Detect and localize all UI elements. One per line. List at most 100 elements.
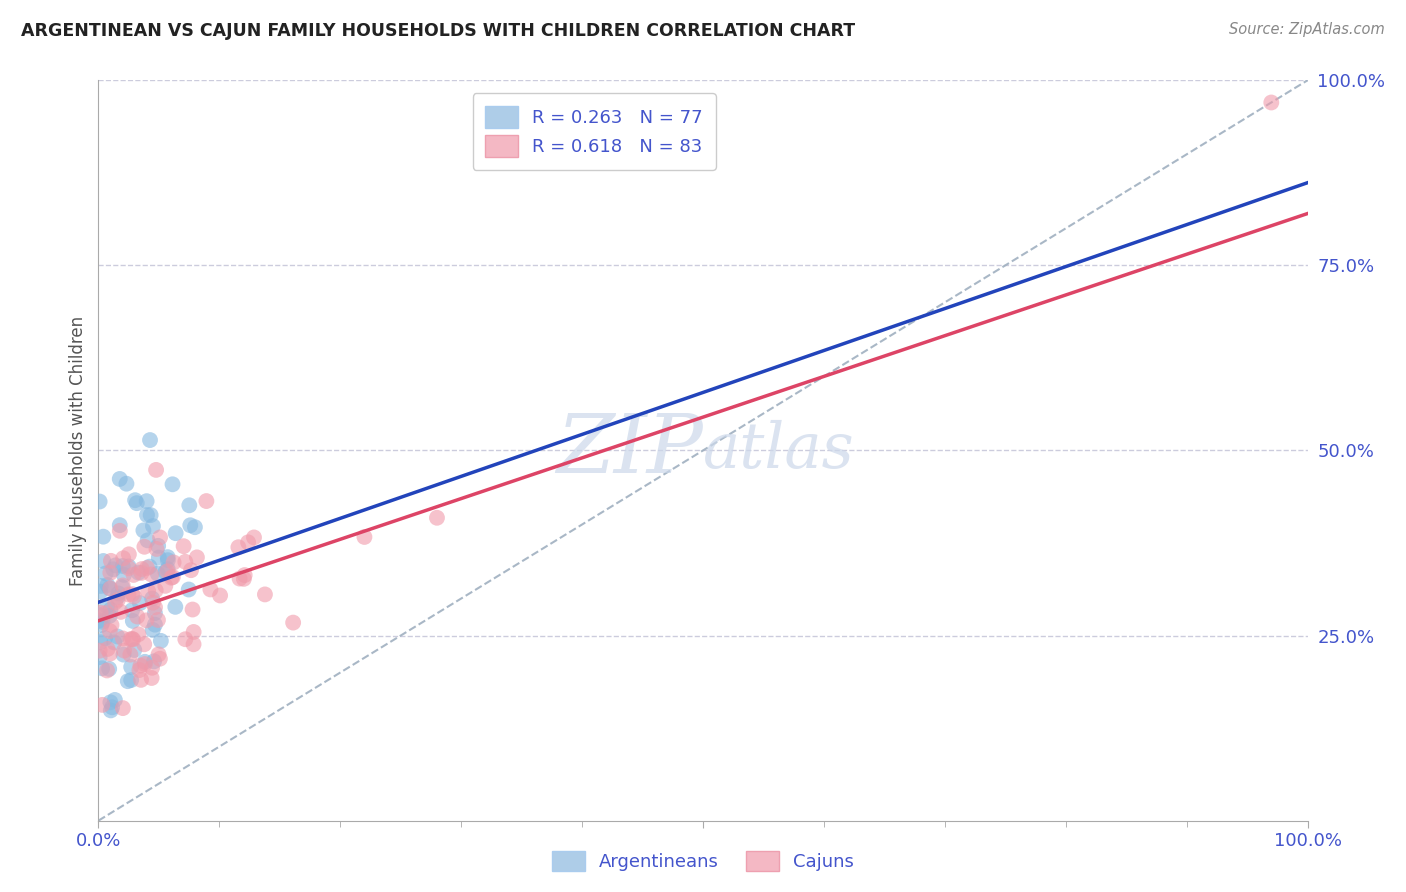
Point bbox=[135, 494, 157, 508]
Point bbox=[129, 596, 152, 610]
Point bbox=[181, 602, 204, 616]
Point bbox=[98, 566, 121, 580]
Point bbox=[91, 698, 114, 712]
Point bbox=[243, 531, 266, 545]
Point bbox=[122, 568, 145, 582]
Point bbox=[233, 568, 256, 582]
Point bbox=[155, 565, 177, 579]
Point bbox=[111, 701, 134, 715]
Point bbox=[98, 582, 121, 596]
Point bbox=[228, 540, 250, 554]
Point bbox=[134, 540, 156, 554]
Point bbox=[100, 554, 122, 568]
Point bbox=[145, 541, 167, 556]
Point bbox=[110, 605, 132, 619]
Legend: R = 0.263   N = 77, R = 0.618   N = 83: R = 0.263 N = 77, R = 0.618 N = 83 bbox=[472, 93, 716, 169]
Point bbox=[94, 606, 117, 620]
Point bbox=[107, 590, 129, 604]
Point bbox=[148, 648, 170, 662]
Point bbox=[149, 530, 172, 544]
Point bbox=[141, 671, 163, 685]
Point bbox=[156, 562, 179, 576]
Point bbox=[91, 615, 114, 629]
Point bbox=[98, 647, 121, 661]
Point bbox=[94, 566, 117, 581]
Point bbox=[111, 559, 134, 574]
Point bbox=[104, 595, 127, 609]
Point bbox=[120, 632, 142, 647]
Point bbox=[200, 582, 222, 597]
Point bbox=[115, 476, 138, 491]
Point bbox=[117, 561, 139, 575]
Point bbox=[179, 498, 201, 512]
Point bbox=[100, 618, 122, 632]
Point bbox=[112, 551, 135, 566]
Point bbox=[253, 587, 276, 601]
Point bbox=[174, 632, 197, 647]
Point bbox=[122, 590, 145, 604]
Point bbox=[108, 518, 131, 533]
Point bbox=[90, 579, 112, 593]
Text: atlas: atlas bbox=[703, 419, 855, 482]
Y-axis label: Family Households with Children: Family Households with Children bbox=[69, 316, 87, 585]
Point bbox=[118, 547, 141, 561]
Point bbox=[141, 661, 163, 675]
Point bbox=[141, 567, 163, 582]
Point bbox=[146, 613, 169, 627]
Point bbox=[91, 530, 114, 544]
Point bbox=[120, 660, 142, 674]
Point bbox=[120, 648, 142, 662]
Point bbox=[165, 526, 187, 541]
Point bbox=[89, 494, 111, 508]
Point bbox=[122, 632, 145, 647]
Point bbox=[173, 539, 195, 553]
Point bbox=[94, 631, 117, 645]
Point bbox=[232, 572, 254, 586]
Point bbox=[91, 554, 114, 568]
Point bbox=[100, 703, 122, 717]
Point bbox=[177, 582, 200, 597]
Point bbox=[108, 524, 131, 538]
Point bbox=[129, 658, 152, 673]
Point bbox=[98, 662, 121, 676]
Point bbox=[195, 494, 218, 508]
Point bbox=[162, 477, 184, 491]
Point bbox=[117, 587, 139, 601]
Point bbox=[112, 643, 135, 657]
Point bbox=[101, 700, 124, 714]
Point bbox=[141, 591, 163, 606]
Point bbox=[121, 632, 143, 646]
Point bbox=[127, 566, 149, 580]
Point bbox=[105, 630, 128, 644]
Point bbox=[104, 558, 127, 573]
Point bbox=[96, 664, 118, 678]
Point bbox=[117, 674, 139, 689]
Point bbox=[143, 617, 166, 632]
Point bbox=[103, 635, 125, 649]
Point bbox=[112, 567, 135, 582]
Point bbox=[228, 572, 250, 586]
Point bbox=[135, 613, 157, 627]
Point bbox=[117, 559, 139, 574]
Point bbox=[142, 596, 165, 610]
Point bbox=[134, 655, 156, 669]
Point bbox=[136, 561, 159, 575]
Point bbox=[162, 570, 184, 584]
Point bbox=[89, 584, 111, 599]
Point bbox=[184, 520, 207, 534]
Point bbox=[98, 608, 121, 623]
Point bbox=[91, 661, 114, 675]
Point bbox=[180, 563, 202, 577]
Point bbox=[138, 559, 160, 574]
Point bbox=[209, 589, 232, 603]
Point bbox=[236, 535, 259, 549]
Point bbox=[107, 592, 129, 607]
Point bbox=[111, 632, 134, 646]
Point bbox=[426, 510, 449, 524]
Point bbox=[96, 578, 118, 592]
Point bbox=[143, 654, 166, 668]
Point bbox=[165, 599, 187, 614]
Point bbox=[143, 606, 166, 620]
Point bbox=[128, 663, 150, 677]
Point bbox=[162, 556, 184, 570]
